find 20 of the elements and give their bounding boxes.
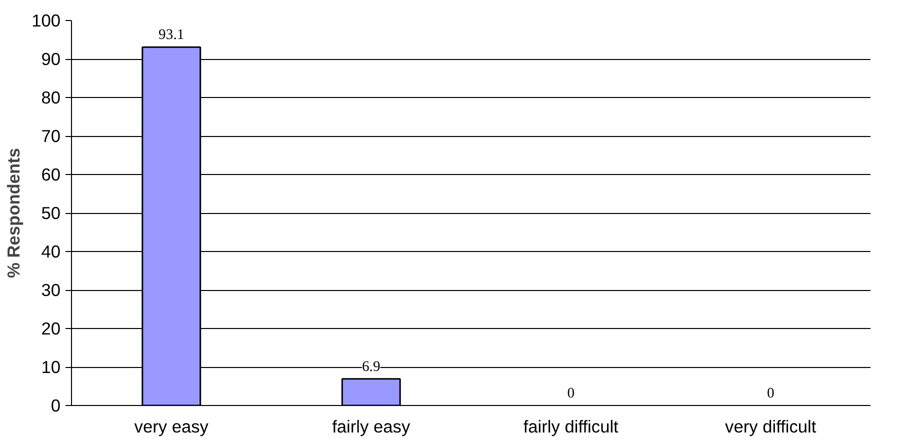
y-tick-label: 100 [32,10,61,30]
y-tick-label: 70 [41,126,61,146]
y-tick-label: 60 [41,164,61,184]
y-tick-label: 20 [41,318,61,338]
data-label: 0 [766,386,774,402]
x-tick-label: very easy [134,416,209,436]
data-label: 0 [567,386,575,402]
x-tick-label: fairly easy [332,416,410,436]
data-label: 6.9 [362,358,380,375]
y-tick-label: 0 [50,396,61,416]
y-tick-label: 10 [41,357,61,377]
data-label: 93.1 [158,27,184,44]
y-tick-label: 50 [41,203,61,223]
y-tick-label: 40 [41,242,61,262]
y-tick-label: 30 [41,280,61,300]
y-tick-label: 80 [41,88,61,108]
y-axis-title: % Respondents [4,148,24,278]
x-tick-label: very difficult [725,416,816,436]
y-tick-label: 90 [41,49,61,69]
x-tick-label: fairly difficult [523,416,619,436]
